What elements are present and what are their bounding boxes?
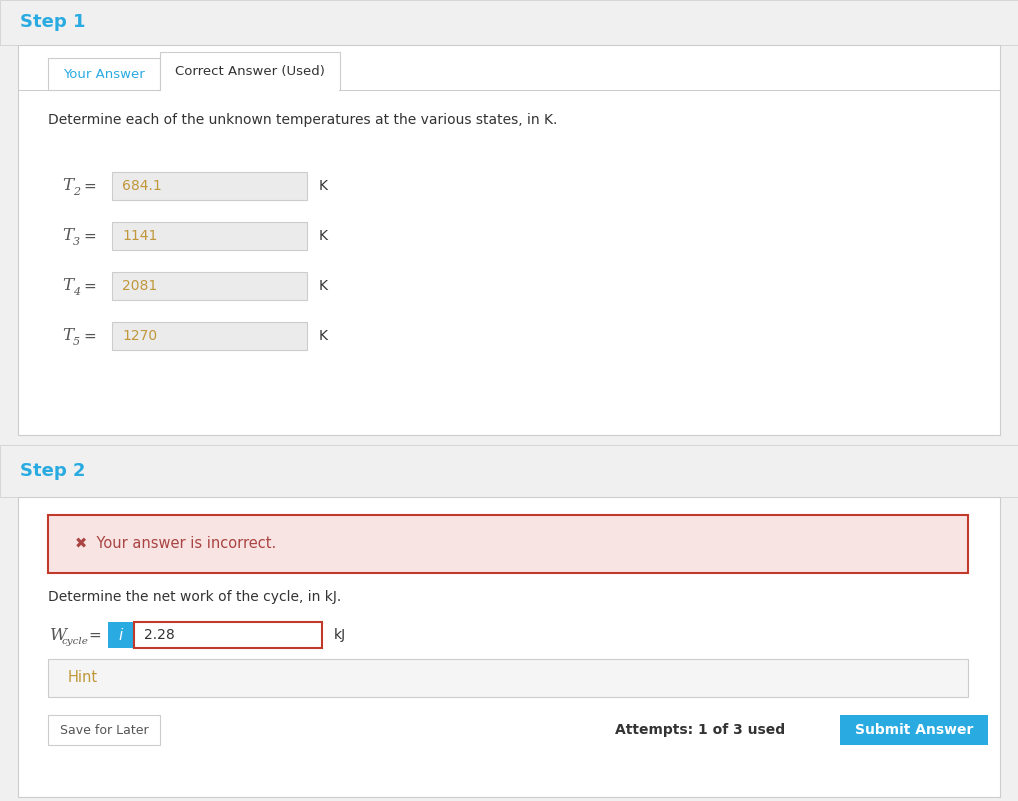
Text: 2: 2 [73,187,80,197]
Text: Hint: Hint [68,670,98,686]
Text: T: T [62,328,73,344]
Text: 1141: 1141 [122,229,158,243]
Bar [112,322,307,350]
Text: =: = [83,279,97,293]
Text: =: = [83,179,97,194]
Bar [0,0,1018,45]
Text: K: K [319,279,328,293]
Text: T: T [62,178,73,195]
Text: =: = [83,328,97,344]
Bar [18,497,1000,797]
Bar [18,45,1000,435]
Bar [18,90,1000,91]
Bar [840,715,988,745]
Text: 2.28: 2.28 [144,628,175,642]
Text: T: T [62,227,73,244]
Text: Determine each of the unknown temperatures at the various states, in K.: Determine each of the unknown temperatur… [48,113,558,127]
Text: Determine the net work of the cycle, in kJ.: Determine the net work of the cycle, in … [48,590,341,604]
Text: K: K [319,229,328,243]
Text: 684.1: 684.1 [122,179,162,193]
Text: Submit Answer: Submit Answer [855,723,973,737]
Bar [161,89,339,92]
Text: T: T [62,277,73,295]
Text: 5: 5 [73,337,80,347]
Text: Step 1: Step 1 [20,13,86,31]
Bar [48,715,160,745]
Bar [160,52,340,90]
Bar [112,172,307,200]
Text: Step 2: Step 2 [20,462,86,480]
Bar [48,515,968,573]
Text: i: i [119,627,123,642]
Text: 3: 3 [73,237,80,247]
Bar [134,622,322,648]
Bar [0,445,1018,497]
Text: 2081: 2081 [122,279,157,293]
Text: kJ: kJ [334,628,346,642]
Text: Attempts: 1 of 3 used: Attempts: 1 of 3 used [615,723,785,737]
Text: =: = [89,627,102,642]
Text: ✖  Your answer is incorrect.: ✖ Your answer is incorrect. [75,537,276,552]
Text: Your Answer: Your Answer [63,67,145,80]
Text: Save for Later: Save for Later [60,723,149,736]
Bar [48,659,968,697]
Text: K: K [319,329,328,343]
Text: =: = [83,228,97,244]
Text: 1270: 1270 [122,329,157,343]
Bar [112,272,307,300]
Text: 4: 4 [73,287,80,297]
Text: K: K [319,179,328,193]
Text: W: W [50,626,67,643]
Text: cycle: cycle [62,637,89,646]
Bar [112,222,307,250]
Bar [48,58,160,90]
Text: Correct Answer (Used): Correct Answer (Used) [175,65,325,78]
Bar [108,622,134,648]
